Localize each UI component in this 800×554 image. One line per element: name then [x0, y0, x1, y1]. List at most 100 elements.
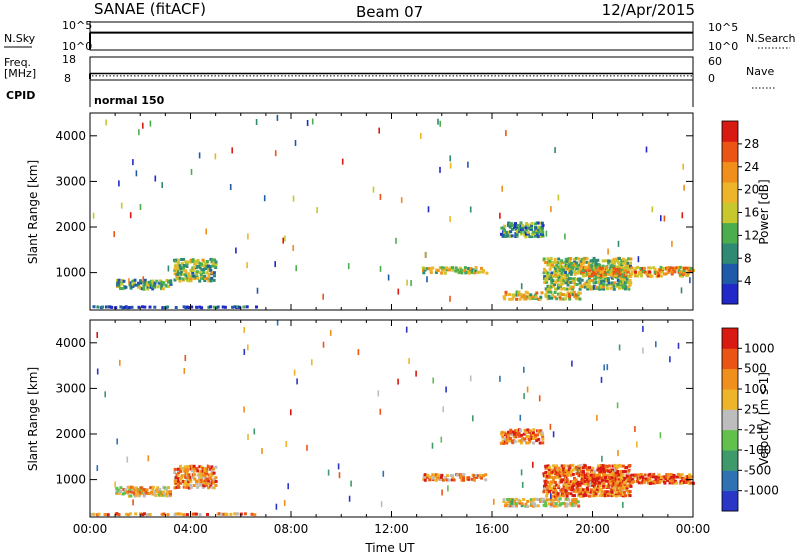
echo-cell	[582, 268, 585, 272]
echo-cell	[538, 441, 542, 445]
echo-cell	[148, 305, 152, 309]
echo-cell	[560, 478, 564, 482]
echo-cell	[594, 268, 598, 272]
echo-cell	[637, 473, 641, 477]
echo-cell	[548, 259, 552, 263]
echo-cell	[569, 291, 573, 295]
echo-cell	[514, 429, 517, 433]
echo-cell	[431, 266, 435, 270]
echo-cell	[592, 286, 596, 290]
echo-cell	[529, 227, 533, 231]
echo-cell	[140, 486, 144, 490]
echo-cell	[517, 431, 521, 435]
echo-cell	[182, 272, 185, 276]
echo-cell	[196, 479, 200, 483]
echo-cell	[456, 268, 460, 272]
echo-cell	[521, 228, 525, 232]
echo-cell	[594, 486, 598, 490]
echo-cell	[622, 278, 626, 282]
echo-cell	[511, 227, 514, 231]
echo-cell	[557, 267, 561, 271]
echo-cell	[142, 488, 146, 492]
echo-cell	[503, 228, 507, 232]
echo-cell	[467, 477, 471, 481]
echo-cell	[643, 270, 647, 274]
echo-cell	[573, 257, 577, 261]
echo-cell	[575, 295, 579, 299]
echo-cell	[625, 263, 629, 267]
echo-cell	[604, 272, 608, 276]
echo-cell	[594, 259, 598, 263]
echo-cell	[544, 501, 548, 505]
echo-cell	[178, 269, 182, 273]
echo-cell	[623, 285, 627, 289]
echo-cell	[190, 469, 194, 473]
echo-cell	[514, 224, 518, 228]
echo-cell	[682, 268, 686, 272]
echo-cell	[96, 332, 98, 338]
echo-cell	[553, 271, 557, 275]
echo-cell	[562, 494, 566, 498]
echo-cell	[503, 431, 507, 435]
echo-cell	[689, 270, 693, 274]
echo-cell	[576, 467, 579, 474]
echo-cell	[623, 469, 627, 473]
echo-cell	[537, 221, 541, 225]
echo-cell	[555, 475, 559, 479]
echo-cell	[192, 484, 196, 488]
echo-cell	[553, 484, 557, 488]
echo-cell	[566, 486, 570, 490]
echo-cell	[194, 264, 198, 268]
power-colorbar-label: Power [dB]	[757, 179, 771, 244]
echo-cell	[599, 487, 603, 491]
echo-cell	[618, 475, 621, 479]
y-tick-label: 4000	[55, 336, 86, 350]
echo-cell	[503, 297, 507, 301]
echo-cell	[176, 483, 180, 487]
echo-cell	[557, 194, 560, 201]
echo-cell	[162, 490, 165, 494]
echo-cell	[544, 504, 548, 508]
echo-cell	[135, 486, 138, 490]
echo-cell	[532, 428, 536, 432]
echo-cell	[570, 277, 574, 281]
echo-cell	[642, 477, 645, 481]
echo-cell	[657, 272, 661, 275]
echo-cell	[540, 228, 544, 232]
echo-cell	[185, 305, 189, 309]
echo-cell	[630, 473, 634, 477]
echo-cell	[129, 284, 133, 288]
echo-cell	[659, 432, 662, 439]
echo-cell	[547, 467, 551, 471]
echo-cell	[568, 292, 572, 296]
echo-cell	[476, 270, 480, 274]
echo-cell	[673, 270, 677, 274]
echo-cell	[623, 490, 627, 494]
echo-cell	[193, 477, 197, 481]
echo-cell	[189, 464, 193, 468]
echo-cell	[205, 467, 209, 471]
echo-cell	[121, 306, 125, 310]
echo-cell	[535, 230, 539, 234]
echo-cell	[537, 498, 541, 501]
echo-cell	[434, 270, 438, 274]
echo-cell	[689, 267, 693, 270]
echo-cell	[654, 479, 658, 483]
echo-cell	[206, 513, 209, 516]
freq-label: Freq.	[4, 56, 31, 69]
echo-cell	[119, 286, 122, 290]
echo-cell	[677, 266, 681, 270]
echo-cell	[428, 478, 432, 482]
echo-cell	[541, 224, 545, 227]
echo-cell	[601, 264, 605, 268]
echo-cell	[380, 501, 383, 508]
echo-cell	[675, 475, 679, 479]
echo-cell	[165, 279, 169, 282]
echo-cell	[503, 224, 507, 228]
echo-cell	[253, 513, 257, 517]
echo-cell	[138, 492, 142, 496]
echo-cell	[537, 228, 541, 232]
echo-cell	[555, 279, 559, 283]
